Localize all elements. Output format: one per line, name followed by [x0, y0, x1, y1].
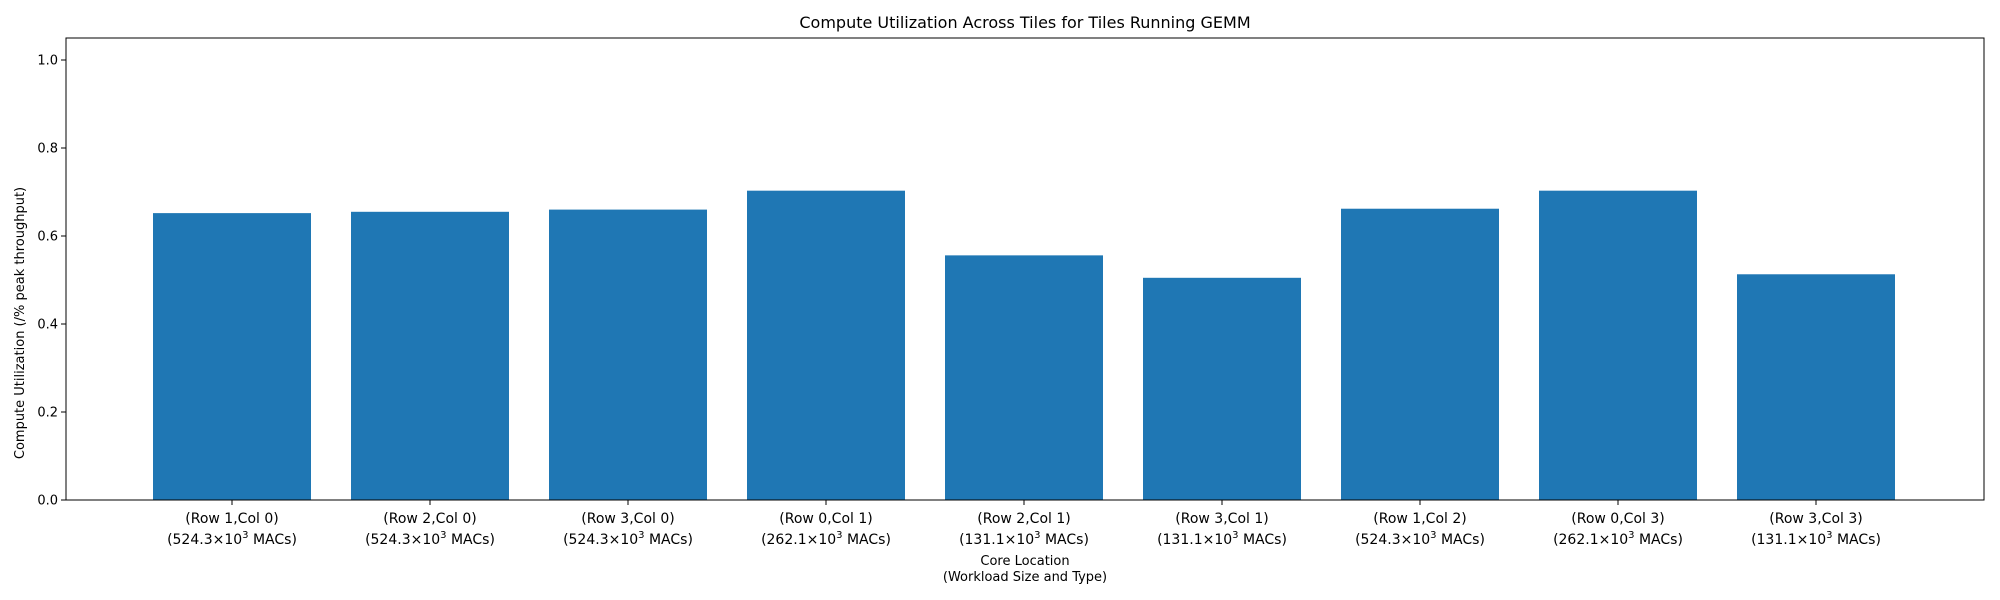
x-tick-label-workload: (131.1×103 MACs) [1751, 530, 1881, 548]
x-tick-label-workload: (524.3×103 MACs) [1355, 530, 1485, 548]
x-tick-label-workload: (262.1×103 MACs) [761, 530, 891, 548]
bar [549, 209, 707, 500]
bar [351, 211, 509, 501]
bar [1539, 190, 1697, 500]
bar [153, 213, 311, 500]
x-tick-label-location: (Row 3,Col 0) [581, 511, 674, 527]
x-tick-label-location: (Row 1,Col 2) [1373, 511, 1466, 527]
x-tick-label-location: (Row 2,Col 0) [383, 511, 476, 527]
x-tick-label-workload: (524.3×103 MACs) [365, 530, 495, 548]
plot-area [65, 37, 1985, 501]
y-tick-label: 0.2 [37, 406, 58, 421]
bar [1143, 277, 1301, 500]
bar [1341, 208, 1499, 500]
y-tick-label: 0.4 [37, 318, 58, 333]
chart-title: Compute Utilization Across Tiles for Til… [799, 13, 1250, 32]
y-tick-label: 0.6 [37, 230, 58, 245]
x-tick-label-location: (Row 3,Col 3) [1769, 511, 1862, 527]
bar [945, 255, 1103, 500]
x-tick-label-workload: (524.3×103 MACs) [563, 530, 693, 548]
plot-frame [65, 37, 1985, 501]
x-tick-label-workload: (524.3×103 MACs) [167, 530, 297, 548]
x-axis-label-line1: Core Location [980, 554, 1069, 569]
y-tick-label: 1.0 [37, 54, 58, 69]
x-tick-label-workload: (131.1×103 MACs) [1157, 530, 1287, 548]
y-axis: 0.0 0.2 0.4 0.6 0.8 1.0 [37, 54, 66, 509]
y-tick-label: 0.8 [37, 142, 58, 157]
x-tick-label-location: (Row 3,Col 1) [1175, 511, 1268, 527]
bar [1737, 274, 1895, 500]
x-axis: (Row 1,Col 0) (524.3×103 MACs) (Row 2,Col … [167, 500, 1881, 548]
x-tick-label-workload: (131.1×103 MACs) [959, 530, 1089, 548]
x-tick-label-location: (Row 2,Col 1) [977, 511, 1070, 527]
x-tick-label-workload: (262.1×103 MACs) [1553, 530, 1683, 548]
x-tick-label-location: (Row 1,Col 0) [185, 511, 278, 527]
bar [747, 190, 905, 500]
y-axis-label: Compute Utilization (/% peak throughput) [13, 187, 28, 459]
x-axis-label-line2: (Workload Size and Type) [943, 570, 1107, 585]
y-tick-label: 0.0 [37, 494, 58, 509]
x-tick-label-location: (Row 0,Col 3) [1571, 511, 1664, 527]
x-tick-label-location: (Row 0,Col 1) [779, 511, 872, 527]
